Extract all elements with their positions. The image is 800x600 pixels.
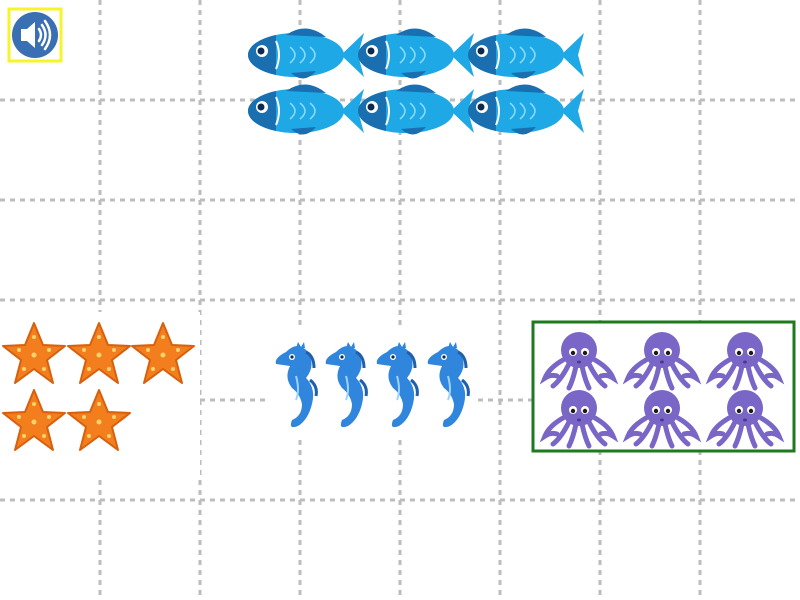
fish-icon xyxy=(247,27,365,80)
fish-icon xyxy=(357,27,475,80)
fish-icon xyxy=(357,83,475,136)
selection-frame xyxy=(531,320,796,453)
fish-icon xyxy=(467,27,585,80)
fish-icon xyxy=(467,83,585,136)
octopus-group[interactable] xyxy=(531,320,796,453)
sound-button[interactable] xyxy=(7,7,63,63)
fish-group[interactable] xyxy=(247,27,585,136)
fish-icon xyxy=(247,83,365,136)
sound-button-highlight xyxy=(7,7,63,63)
speaker-icon xyxy=(12,12,58,58)
